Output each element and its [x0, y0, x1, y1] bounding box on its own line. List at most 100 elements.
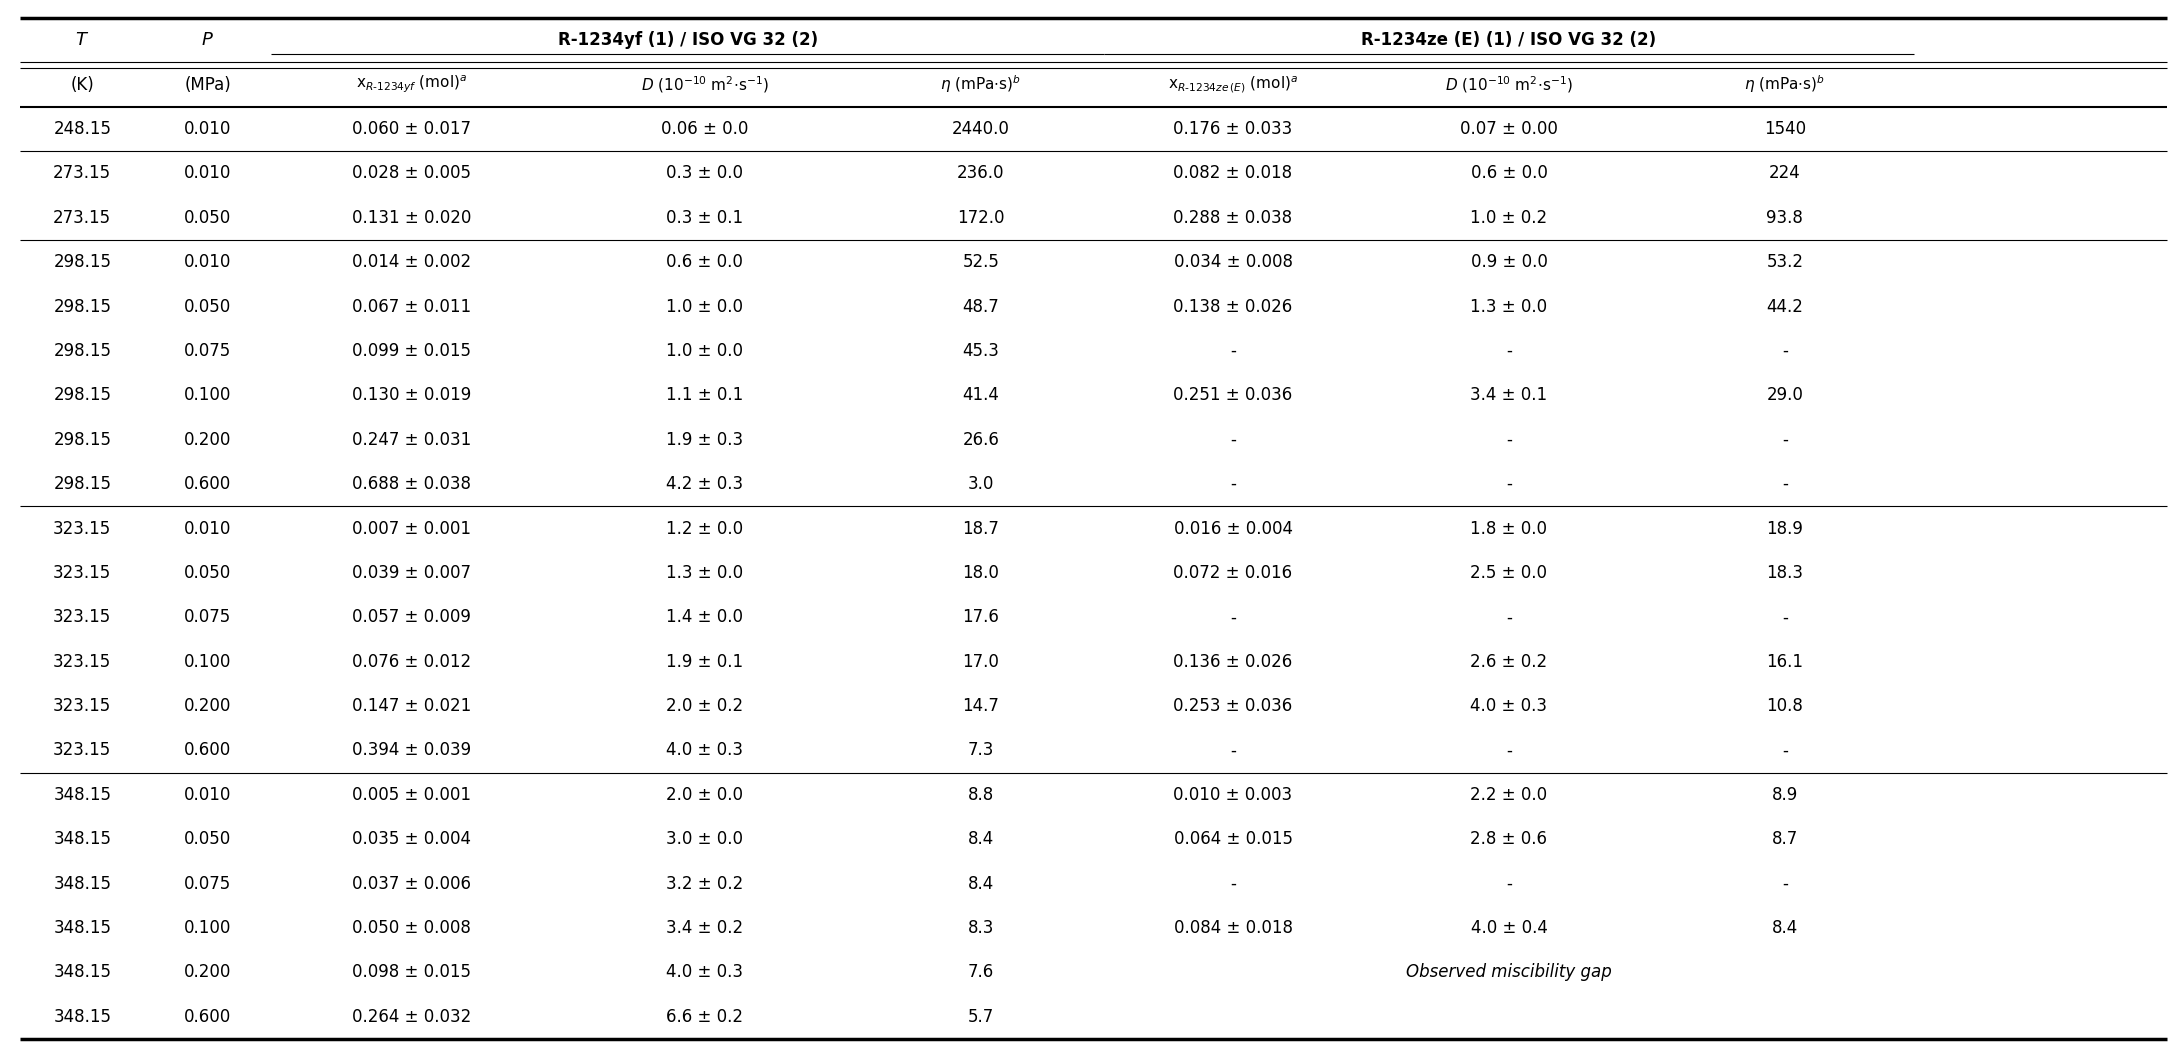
Text: 1.0 ± 0.0: 1.0 ± 0.0	[666, 297, 744, 315]
Text: -: -	[1506, 341, 1512, 359]
Text: 2440.0: 2440.0	[951, 120, 1010, 138]
Text: 2.8 ± 0.6: 2.8 ± 0.6	[1471, 831, 1547, 848]
Text: R-1234ze (E) (1) / ISO VG 32 (2): R-1234ze (E) (1) / ISO VG 32 (2)	[1362, 32, 1656, 50]
Text: 2.0 ± 0.2: 2.0 ± 0.2	[666, 697, 744, 715]
Text: 0.688 ± 0.038: 0.688 ± 0.038	[351, 475, 471, 493]
Text: -: -	[1231, 431, 1235, 449]
Text: 0.034 ± 0.008: 0.034 ± 0.008	[1174, 253, 1292, 271]
Text: 0.010 ± 0.003: 0.010 ± 0.003	[1174, 786, 1292, 804]
Text: 0.130 ± 0.019: 0.130 ± 0.019	[351, 387, 471, 405]
Text: 0.005 ± 0.001: 0.005 ± 0.001	[351, 786, 471, 804]
Text: 0.200: 0.200	[183, 697, 231, 715]
Text: 3.2 ± 0.2: 3.2 ± 0.2	[666, 875, 744, 893]
Text: 1.4 ± 0.0: 1.4 ± 0.0	[666, 608, 744, 626]
Text: 323.15: 323.15	[52, 652, 111, 670]
Text: 17.0: 17.0	[962, 652, 999, 670]
Text: 18.7: 18.7	[962, 520, 999, 538]
Text: 5.7: 5.7	[967, 1008, 995, 1026]
Text: 1.8 ± 0.0: 1.8 ± 0.0	[1471, 520, 1547, 538]
Text: 348.15: 348.15	[52, 875, 111, 893]
Text: 0.076 ± 0.012: 0.076 ± 0.012	[351, 652, 471, 670]
Text: 236.0: 236.0	[958, 164, 1004, 182]
Text: 0.600: 0.600	[183, 1008, 231, 1026]
Text: 0.100: 0.100	[183, 652, 231, 670]
Text: 1.0 ± 0.0: 1.0 ± 0.0	[666, 341, 744, 359]
Text: 10.8: 10.8	[1767, 697, 1802, 715]
Text: 0.288 ± 0.038: 0.288 ± 0.038	[1174, 209, 1292, 227]
Text: 0.253 ± 0.036: 0.253 ± 0.036	[1174, 697, 1292, 715]
Text: 0.600: 0.600	[183, 475, 231, 493]
Text: 1.9 ± 0.3: 1.9 ± 0.3	[666, 431, 744, 449]
Text: 0.050: 0.050	[183, 297, 231, 315]
Text: -: -	[1783, 741, 1787, 760]
Text: 4.0 ± 0.4: 4.0 ± 0.4	[1471, 919, 1547, 937]
Text: 8.8: 8.8	[967, 786, 995, 804]
Text: 1.9 ± 0.1: 1.9 ± 0.1	[666, 652, 744, 670]
Text: $D$ (10$^{-10}$ m$^{2}$$\cdot$s$^{-1}$): $D$ (10$^{-10}$ m$^{2}$$\cdot$s$^{-1}$)	[642, 74, 768, 95]
Text: 0.247 ± 0.031: 0.247 ± 0.031	[351, 431, 471, 449]
Text: 348.15: 348.15	[52, 919, 111, 937]
Text: 323.15: 323.15	[52, 564, 111, 582]
Text: 0.050: 0.050	[183, 564, 231, 582]
Text: 0.100: 0.100	[183, 387, 231, 405]
Text: -: -	[1783, 431, 1787, 449]
Text: 52.5: 52.5	[962, 253, 999, 271]
Text: 298.15: 298.15	[52, 341, 111, 359]
Text: 4.2 ± 0.3: 4.2 ± 0.3	[666, 475, 744, 493]
Text: 0.067 ± 0.011: 0.067 ± 0.011	[351, 297, 471, 315]
Text: 0.138 ± 0.026: 0.138 ± 0.026	[1174, 297, 1292, 315]
Text: -: -	[1231, 475, 1235, 493]
Text: -: -	[1783, 475, 1787, 493]
Text: 7.3: 7.3	[967, 741, 995, 760]
Text: 1.1 ± 0.1: 1.1 ± 0.1	[666, 387, 744, 405]
Text: 348.15: 348.15	[52, 786, 111, 804]
Text: 0.251 ± 0.036: 0.251 ± 0.036	[1174, 387, 1292, 405]
Text: 0.394 ± 0.039: 0.394 ± 0.039	[351, 741, 471, 760]
Text: 8.3: 8.3	[967, 919, 995, 937]
Text: 18.0: 18.0	[962, 564, 999, 582]
Text: 0.064 ± 0.015: 0.064 ± 0.015	[1174, 831, 1292, 848]
Text: 4.0 ± 0.3: 4.0 ± 0.3	[666, 741, 744, 760]
Text: $D$ (10$^{-10}$ m$^{2}$$\cdot$s$^{-1}$): $D$ (10$^{-10}$ m$^{2}$$\cdot$s$^{-1}$)	[1444, 74, 1573, 95]
Text: 0.3 ± 0.1: 0.3 ± 0.1	[666, 209, 744, 227]
Text: 298.15: 298.15	[52, 297, 111, 315]
Text: 0.600: 0.600	[183, 741, 231, 760]
Text: 0.010: 0.010	[183, 520, 231, 538]
Text: 0.035 ± 0.004: 0.035 ± 0.004	[351, 831, 471, 848]
Text: x$_{R\mathit{\text{-}}1234yf}$ (mol)$^{a}$: x$_{R\mathit{\text{-}}1234yf}$ (mol)$^{a…	[356, 74, 467, 95]
Text: 7.6: 7.6	[967, 963, 995, 981]
Text: 0.037 ± 0.006: 0.037 ± 0.006	[351, 875, 471, 893]
Text: -: -	[1506, 608, 1512, 626]
Text: -: -	[1231, 741, 1235, 760]
Text: 0.007 ± 0.001: 0.007 ± 0.001	[351, 520, 471, 538]
Text: 8.4: 8.4	[967, 875, 995, 893]
Text: 16.1: 16.1	[1767, 652, 1802, 670]
Text: 2.0 ± 0.0: 2.0 ± 0.0	[666, 786, 744, 804]
Text: 0.136 ± 0.026: 0.136 ± 0.026	[1174, 652, 1292, 670]
Text: -: -	[1231, 608, 1235, 626]
Text: 18.3: 18.3	[1767, 564, 1802, 582]
Text: 348.15: 348.15	[52, 1008, 111, 1026]
Text: 2.2 ± 0.0: 2.2 ± 0.0	[1471, 786, 1547, 804]
Text: 2.6 ± 0.2: 2.6 ± 0.2	[1471, 652, 1547, 670]
Text: 0.6 ± 0.0: 0.6 ± 0.0	[1471, 164, 1547, 182]
Text: 0.075: 0.075	[183, 341, 231, 359]
Text: -: -	[1783, 875, 1787, 893]
Text: 53.2: 53.2	[1767, 253, 1802, 271]
Text: 0.147 ± 0.021: 0.147 ± 0.021	[351, 697, 471, 715]
Text: 18.9: 18.9	[1767, 520, 1802, 538]
Text: $T$: $T$	[74, 32, 89, 50]
Text: 0.016 ± 0.004: 0.016 ± 0.004	[1174, 520, 1292, 538]
Text: R-1234yf (1) / ISO VG 32 (2): R-1234yf (1) / ISO VG 32 (2)	[559, 32, 818, 50]
Text: -: -	[1506, 741, 1512, 760]
Text: -: -	[1506, 875, 1512, 893]
Text: 172.0: 172.0	[958, 209, 1004, 227]
Text: 323.15: 323.15	[52, 520, 111, 538]
Text: 0.084 ± 0.018: 0.084 ± 0.018	[1174, 919, 1292, 937]
Text: -: -	[1783, 608, 1787, 626]
Text: x$_{R\mathit{\text{-}}1234ze\,(E)}$ (mol)$^{a}$: x$_{R\mathit{\text{-}}1234ze\,(E)}$ (mol…	[1167, 75, 1298, 95]
Text: -: -	[1783, 341, 1787, 359]
Text: 323.15: 323.15	[52, 741, 111, 760]
Text: 0.098 ± 0.015: 0.098 ± 0.015	[351, 963, 471, 981]
Text: (K): (K)	[70, 76, 94, 94]
